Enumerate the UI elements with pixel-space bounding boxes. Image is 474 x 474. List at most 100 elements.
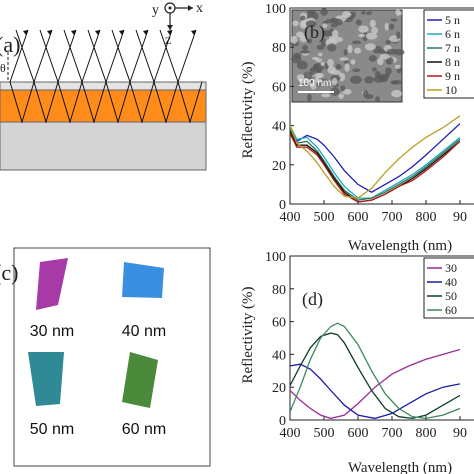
x-tick-label: 500	[314, 210, 335, 225]
sem-grain	[334, 18, 343, 26]
x-tick-label: 400	[280, 426, 301, 441]
sem-grain	[364, 43, 376, 51]
legend-entry: 8 n	[445, 55, 460, 69]
ray-arrowhead	[23, 30, 28, 35]
legend-entry: 50	[445, 289, 457, 303]
sem-grain	[371, 26, 378, 34]
series-line	[290, 322, 460, 420]
sem-grain	[365, 32, 378, 40]
sem-grain	[375, 96, 380, 103]
sample-60nm-label: 60 nm	[122, 421, 166, 438]
y-tick-label: 100	[265, 250, 286, 265]
sem-grain	[322, 23, 328, 29]
series-line	[290, 123, 460, 193]
legend-entry: 9 n	[445, 69, 460, 83]
x-axis-name: x	[196, 1, 203, 16]
sem-grain	[358, 33, 366, 38]
ray-arrowhead	[143, 30, 148, 35]
series-line	[290, 115, 460, 199]
sem-grain	[342, 11, 351, 19]
ray-reflected	[81, 29, 101, 83]
ray-incident	[63, 29, 83, 83]
chart-b-ylabel: Reflectivity (%)	[240, 61, 256, 158]
photo-frame	[13, 247, 211, 467]
sem-grain	[385, 67, 392, 75]
ray-arrowhead	[47, 30, 52, 35]
sem-grain	[321, 93, 331, 98]
sem-grain	[335, 64, 342, 70]
ray-internal	[33, 81, 59, 124]
sem-grain	[338, 93, 344, 99]
panel-a: (a) y x z θ	[0, 1, 207, 171]
legend-entry: 5 n	[445, 13, 460, 27]
sem-grain	[302, 44, 308, 51]
plot-frame	[289, 255, 474, 421]
series-line	[290, 133, 460, 203]
y-tick-label: 0	[279, 198, 286, 213]
sem-grain	[385, 40, 392, 45]
sem-grain	[395, 9, 401, 16]
sample-40nm-swatch	[122, 262, 164, 298]
ray-incident	[39, 29, 59, 83]
x-axis-arrowhead	[188, 5, 193, 11]
x-tick-label: 400	[280, 210, 301, 225]
sem-grain	[314, 72, 324, 79]
x-tick-label: 700	[382, 426, 403, 441]
plot-frame	[289, 7, 474, 205]
sem-grain	[368, 55, 377, 62]
y-axis-name: y	[152, 3, 159, 18]
sample-50nm-swatch	[28, 352, 64, 406]
sem-grain	[307, 38, 313, 44]
sem-grain	[355, 19, 362, 26]
sem-grain	[385, 57, 394, 65]
legend-entry: 10	[445, 83, 457, 97]
sem-grain	[296, 31, 304, 38]
sem-grain	[305, 20, 317, 28]
sem-grain	[300, 15, 306, 21]
sem-grain	[390, 18, 398, 22]
z-axis-arrowhead	[167, 25, 173, 30]
ray-internal	[177, 81, 203, 124]
sem-grain	[354, 47, 362, 54]
legend-entry: 40	[445, 275, 457, 289]
legend-entry: 30	[445, 261, 457, 275]
x-tick-label: 90	[453, 210, 467, 225]
sem-grain	[310, 82, 317, 90]
chart-b: Reflectivity (%) Wavelength (nm) 100 nm …	[240, 2, 474, 254]
x-tick-label: 600	[348, 426, 369, 441]
series-line	[290, 363, 460, 420]
ray-reflected	[105, 29, 125, 83]
sem-grain	[313, 64, 319, 69]
ray-reflected	[33, 29, 53, 83]
ray-reflected	[177, 29, 197, 83]
sem-grain	[352, 40, 362, 45]
x-tick-label: 90	[453, 426, 467, 441]
sem-grain	[315, 83, 322, 87]
y-tick-label: 60	[272, 316, 286, 331]
sem-inset: 100 nm (b)	[290, 8, 405, 103]
sem-grain	[347, 44, 353, 54]
sem-grain	[298, 77, 311, 84]
panel-d-label: (d)	[302, 289, 323, 310]
sem-grain	[306, 10, 316, 14]
substrate-layer	[0, 121, 207, 171]
ray-internal	[129, 81, 155, 124]
sem-grain	[369, 19, 376, 28]
sample-30nm-swatch	[36, 258, 68, 310]
ray-incident	[87, 29, 107, 83]
sem-grain	[364, 76, 374, 84]
top-layer	[0, 81, 207, 91]
sem-grain	[292, 20, 299, 27]
series-line	[290, 131, 460, 203]
ray-incident	[15, 29, 35, 83]
light-rays	[9, 29, 203, 124]
y-tick-label: 20	[272, 381, 286, 396]
sem-grain	[394, 64, 401, 70]
x-tick-label: 500	[314, 426, 335, 441]
sem-grain	[313, 78, 323, 83]
ray-internal	[81, 81, 107, 124]
ray-arrowhead	[191, 30, 196, 35]
sem-grain	[390, 80, 403, 85]
sem-grain	[391, 89, 402, 98]
sem-grain	[388, 23, 395, 30]
